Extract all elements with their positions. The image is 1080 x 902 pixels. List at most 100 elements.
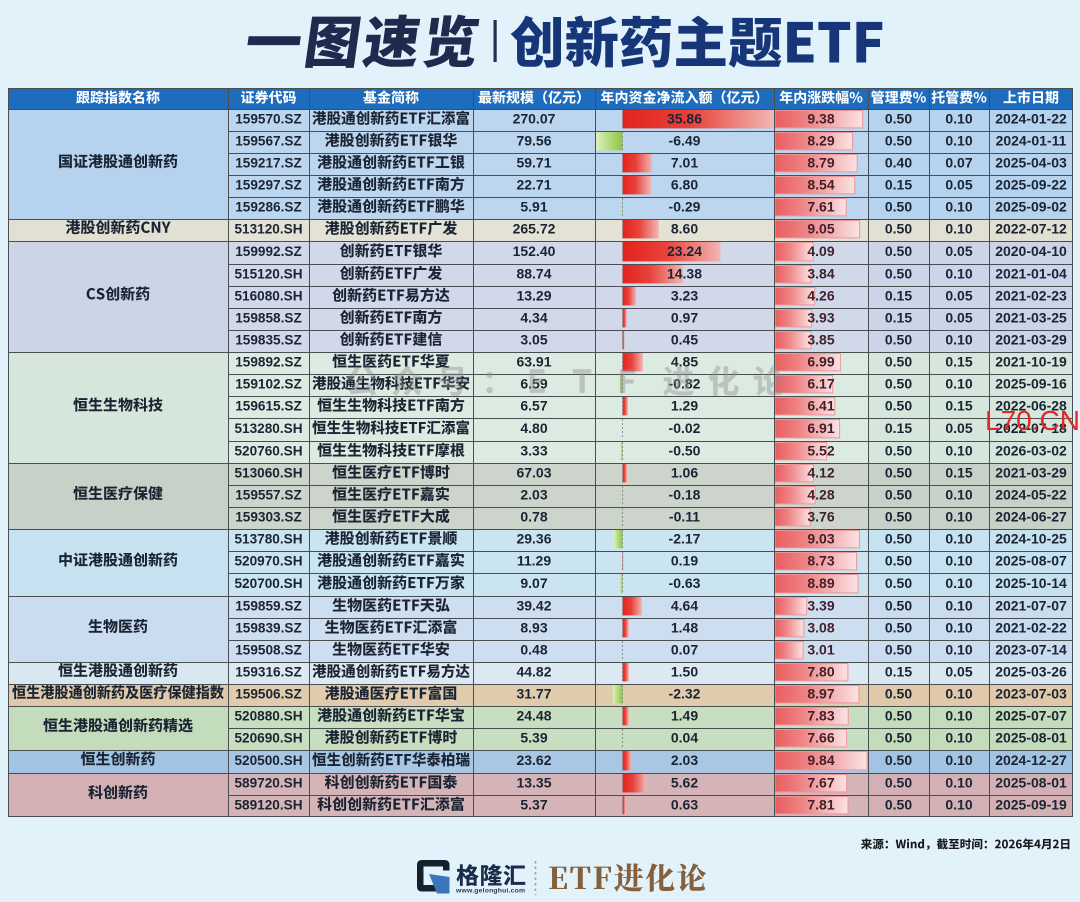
svg-text:520700.SH: 520700.SH bbox=[234, 576, 302, 591]
svg-text:0.50: 0.50 bbox=[885, 243, 912, 259]
svg-text:0.10: 0.10 bbox=[945, 199, 972, 215]
svg-text:1.29: 1.29 bbox=[671, 398, 698, 414]
svg-text:0.07: 0.07 bbox=[671, 642, 698, 658]
svg-text:0.50: 0.50 bbox=[885, 199, 912, 215]
svg-text:159557.SZ: 159557.SZ bbox=[235, 488, 302, 503]
svg-text:2025-10-14: 2025-10-14 bbox=[995, 575, 1067, 591]
svg-text:0.15: 0.15 bbox=[945, 354, 972, 370]
svg-text:0.50: 0.50 bbox=[885, 354, 912, 370]
svg-text:6.17: 6.17 bbox=[807, 376, 834, 392]
svg-text:0.97: 0.97 bbox=[671, 310, 698, 326]
svg-text:0.50: 0.50 bbox=[885, 730, 912, 746]
svg-text:2025-09-19: 2025-09-19 bbox=[995, 797, 1067, 813]
svg-text:-2.17: -2.17 bbox=[669, 531, 701, 547]
svg-text:0.10: 0.10 bbox=[945, 133, 972, 149]
svg-text:2024-12-27: 2024-12-27 bbox=[995, 752, 1067, 768]
svg-text:0.50: 0.50 bbox=[885, 553, 912, 569]
svg-text:0.10: 0.10 bbox=[945, 642, 972, 658]
svg-text:3.76: 3.76 bbox=[807, 509, 834, 525]
svg-text:9.03: 9.03 bbox=[807, 531, 834, 547]
svg-text:3.84: 3.84 bbox=[807, 266, 834, 282]
svg-text:2024-01-11: 2024-01-11 bbox=[996, 133, 1067, 149]
svg-text:8.29: 8.29 bbox=[807, 133, 834, 149]
svg-text:0.10: 0.10 bbox=[945, 111, 972, 127]
svg-text:520970.SH: 520970.SH bbox=[234, 554, 302, 569]
svg-text:0.10: 0.10 bbox=[945, 708, 972, 724]
svg-text:0.10: 0.10 bbox=[945, 575, 972, 591]
svg-text:0.15: 0.15 bbox=[945, 398, 972, 414]
svg-text:520500.SH: 520500.SH bbox=[234, 753, 302, 768]
svg-text:159102.SZ: 159102.SZ bbox=[235, 377, 302, 392]
svg-text:2021-03-29: 2021-03-29 bbox=[995, 465, 1067, 481]
svg-text:0.10: 0.10 bbox=[945, 266, 972, 282]
svg-text:0.50: 0.50 bbox=[885, 509, 912, 525]
svg-text:6.80: 6.80 bbox=[671, 177, 698, 193]
svg-text:3.08: 3.08 bbox=[807, 620, 834, 636]
svg-text:4.34: 4.34 bbox=[520, 310, 547, 326]
svg-text:4.26: 4.26 bbox=[807, 288, 834, 304]
svg-text:589720.SH: 589720.SH bbox=[234, 776, 302, 791]
svg-text:0.50: 0.50 bbox=[885, 575, 912, 591]
svg-text:159992.SZ: 159992.SZ bbox=[235, 244, 302, 259]
svg-text:3.01: 3.01 bbox=[807, 642, 834, 658]
svg-text:2022-06-28: 2022-06-28 bbox=[995, 398, 1067, 414]
svg-text:2021-02-23: 2021-02-23 bbox=[995, 288, 1067, 304]
svg-text:59.71: 59.71 bbox=[516, 155, 551, 171]
svg-text:79.56: 79.56 bbox=[516, 133, 551, 149]
svg-text:2025-03-26: 2025-03-26 bbox=[995, 664, 1067, 680]
svg-text:0.10: 0.10 bbox=[945, 487, 972, 503]
svg-text:-0.29: -0.29 bbox=[669, 199, 701, 215]
svg-text:-0.50: -0.50 bbox=[669, 443, 701, 459]
svg-text:0.10: 0.10 bbox=[945, 598, 972, 614]
svg-text:1.50: 1.50 bbox=[671, 664, 698, 680]
svg-text:0.10: 0.10 bbox=[945, 730, 972, 746]
svg-text:4.85: 4.85 bbox=[671, 354, 698, 370]
svg-text:7.61: 7.61 bbox=[807, 199, 834, 215]
svg-text:8.79: 8.79 bbox=[807, 155, 834, 171]
svg-text:11.29: 11.29 bbox=[517, 553, 551, 569]
svg-text:8.73: 8.73 bbox=[807, 553, 834, 569]
svg-text:L70.CN: L70.CN bbox=[985, 405, 1080, 436]
svg-text:0.05: 0.05 bbox=[945, 288, 972, 304]
svg-text:513060.SH: 513060.SH bbox=[234, 466, 302, 481]
svg-text:2023-07-14: 2023-07-14 bbox=[995, 642, 1067, 658]
svg-text:2025-08-01: 2025-08-01 bbox=[995, 730, 1067, 746]
svg-text:5.62: 5.62 bbox=[671, 775, 698, 791]
svg-text:7.83: 7.83 bbox=[807, 708, 834, 724]
svg-text:159303.SZ: 159303.SZ bbox=[235, 510, 302, 525]
svg-text:0.10: 0.10 bbox=[945, 752, 972, 768]
svg-text:4.64: 4.64 bbox=[671, 598, 698, 614]
svg-text:2023-07-03: 2023-07-03 bbox=[995, 686, 1067, 702]
svg-text:14.38: 14.38 bbox=[667, 266, 702, 282]
svg-text:0.45: 0.45 bbox=[671, 332, 698, 348]
svg-text:0.50: 0.50 bbox=[885, 686, 912, 702]
svg-text:-0.18: -0.18 bbox=[669, 487, 701, 503]
svg-text:8.93: 8.93 bbox=[520, 620, 547, 636]
svg-text:516080.SH: 516080.SH bbox=[234, 289, 302, 304]
svg-text:2024-06-27: 2024-06-27 bbox=[995, 509, 1067, 525]
svg-text:2022-07-12: 2022-07-12 bbox=[995, 221, 1067, 237]
svg-text:0.48: 0.48 bbox=[520, 642, 547, 658]
svg-text:-6.49: -6.49 bbox=[669, 133, 701, 149]
svg-text:63.91: 63.91 bbox=[516, 354, 551, 370]
svg-text:6.91: 6.91 bbox=[807, 420, 834, 436]
svg-text:2022-07-18: 2022-07-18 bbox=[995, 420, 1067, 436]
svg-text:3.33: 3.33 bbox=[520, 443, 547, 459]
svg-text:2025-07-07: 2025-07-07 bbox=[995, 708, 1067, 724]
svg-text:2026-03-02: 2026-03-02 bbox=[995, 443, 1067, 459]
svg-text:-0.63: -0.63 bbox=[669, 575, 701, 591]
svg-text:270.07: 270.07 bbox=[513, 111, 556, 127]
svg-text:23.62: 23.62 bbox=[516, 752, 551, 768]
svg-text:2024-01-22: 2024-01-22 bbox=[995, 111, 1067, 127]
svg-text:7.80: 7.80 bbox=[807, 664, 834, 680]
svg-text:7.67: 7.67 bbox=[807, 775, 834, 791]
svg-text:2021-10-19: 2021-10-19 bbox=[995, 354, 1067, 370]
svg-text:0.50: 0.50 bbox=[885, 266, 912, 282]
svg-text:2.03: 2.03 bbox=[671, 752, 698, 768]
svg-text:159217.SZ: 159217.SZ bbox=[235, 156, 302, 171]
svg-text:www.gelonghui.com: www.gelonghui.com bbox=[455, 888, 525, 895]
svg-text:2021-03-25: 2021-03-25 bbox=[995, 310, 1067, 326]
svg-text:159835.SZ: 159835.SZ bbox=[235, 333, 302, 348]
svg-text:44.82: 44.82 bbox=[516, 664, 551, 680]
svg-text:5.91: 5.91 bbox=[520, 199, 547, 215]
